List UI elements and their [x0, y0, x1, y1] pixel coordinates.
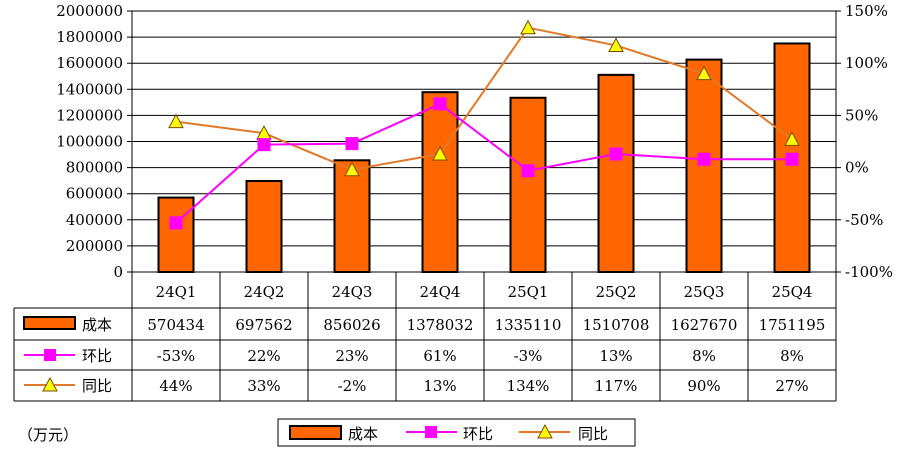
y-right-tick-label: -100% — [845, 263, 893, 281]
y-left-tick-label: 800000 — [66, 159, 123, 177]
data-label: 33% — [247, 377, 280, 395]
bar-24Q2 — [245, 179, 283, 273]
unit-note: （万元） — [18, 426, 79, 444]
bar-25Q1 — [509, 96, 547, 273]
data-label: 90% — [687, 377, 720, 395]
data-label: 856026 — [323, 316, 380, 334]
category-label: 25Q3 — [684, 283, 725, 301]
data-label: 13% — [423, 377, 456, 395]
data-label: 570434 — [147, 316, 204, 334]
y-left-tick-label: 0 — [113, 263, 123, 281]
data-label: 8% — [692, 347, 716, 365]
category-label: 24Q4 — [420, 283, 461, 301]
data-label: 1378032 — [407, 316, 474, 334]
bar-25Q4 — [773, 42, 811, 273]
category-label: 24Q2 — [244, 283, 285, 301]
y-left-tick-label: 1400000 — [56, 80, 123, 98]
category-label: 24Q3 — [332, 283, 373, 301]
y-right-tick-label: 150% — [845, 2, 888, 20]
y-right-tick-label: 50% — [845, 106, 878, 124]
data-label: 44% — [159, 377, 192, 395]
point-triangle-24Q4 — [432, 145, 448, 161]
bar-24Q1 — [157, 196, 195, 273]
point-square-25Q3 — [697, 152, 711, 166]
legend-key-triangle — [537, 423, 553, 439]
y-left-tick-label: 600000 — [66, 185, 123, 203]
category-label: 25Q1 — [508, 283, 549, 301]
data-label: -3% — [514, 347, 543, 365]
table-key-triangle — [42, 376, 58, 392]
category-label: 24Q1 — [156, 283, 197, 301]
data-label: 27% — [775, 377, 808, 395]
point-square-24Q1 — [169, 216, 183, 230]
table-key-bar — [23, 316, 76, 330]
data-label: 13% — [599, 347, 632, 365]
y-right-tick-label: 100% — [845, 54, 888, 72]
bar-24Q3 — [333, 159, 371, 273]
data-label: 1335110 — [495, 316, 562, 334]
table-series-name: 环比 — [82, 347, 112, 365]
point-square-25Q4 — [785, 152, 799, 166]
point-triangle-25Q4 — [784, 131, 800, 146]
point-square-25Q2 — [609, 147, 623, 161]
point-triangle-24Q1 — [168, 113, 184, 129]
y-left-tick-label: 1600000 — [56, 54, 123, 72]
legend-label: 同比 — [578, 425, 608, 443]
series-line-1 — [175, 102, 792, 224]
data-label: 1510708 — [583, 316, 650, 334]
bar-24Q4 — [421, 91, 459, 273]
data-label: 23% — [335, 347, 368, 365]
y-left-tick-label: 2000000 — [56, 2, 123, 20]
point-square-24Q3 — [345, 137, 359, 151]
point-square-25Q1 — [521, 164, 535, 178]
data-label: -53% — [157, 347, 195, 365]
data-label: 1751195 — [759, 316, 826, 334]
data-label: 117% — [595, 377, 638, 395]
y-left-tick-label: 1000000 — [56, 133, 123, 151]
legend-label: 环比 — [463, 425, 493, 443]
data-label: -2% — [338, 377, 367, 395]
bar-25Q3 — [685, 58, 723, 273]
data-label: 8% — [780, 347, 804, 365]
point-square-24Q2 — [257, 138, 271, 152]
y-left-tick-label: 1800000 — [56, 28, 123, 46]
data-label: 134% — [507, 377, 550, 395]
y-right-tick-label: 0% — [845, 159, 869, 177]
data-label: 697562 — [235, 316, 292, 334]
y-right-tick-label: -50% — [845, 211, 883, 229]
legend-key-square — [425, 426, 437, 438]
data-label: 1627670 — [671, 316, 738, 334]
category-label: 25Q2 — [596, 283, 637, 301]
category-label: 25Q4 — [772, 283, 813, 301]
point-triangle-24Q3 — [344, 161, 360, 177]
data-label: 61% — [423, 347, 456, 365]
data-label: 22% — [247, 347, 280, 365]
point-triangle-25Q2 — [608, 37, 624, 52]
series-line-2 — [175, 26, 793, 171]
legend-key-bar — [289, 425, 342, 440]
point-square-24Q4 — [433, 97, 447, 111]
legend — [277, 418, 636, 447]
bar-25Q2 — [597, 73, 635, 274]
table-series-name: 成本 — [82, 316, 112, 334]
point-triangle-25Q3 — [696, 65, 712, 81]
y-left-tick-label: 1200000 — [56, 106, 123, 124]
table-key-square — [44, 349, 56, 361]
table-series-name: 同比 — [82, 377, 112, 395]
y-left-tick-label: 200000 — [66, 237, 123, 255]
y-left-tick-label: 400000 — [66, 211, 123, 229]
legend-label: 成本 — [348, 425, 378, 443]
point-triangle-25Q1 — [520, 19, 536, 35]
